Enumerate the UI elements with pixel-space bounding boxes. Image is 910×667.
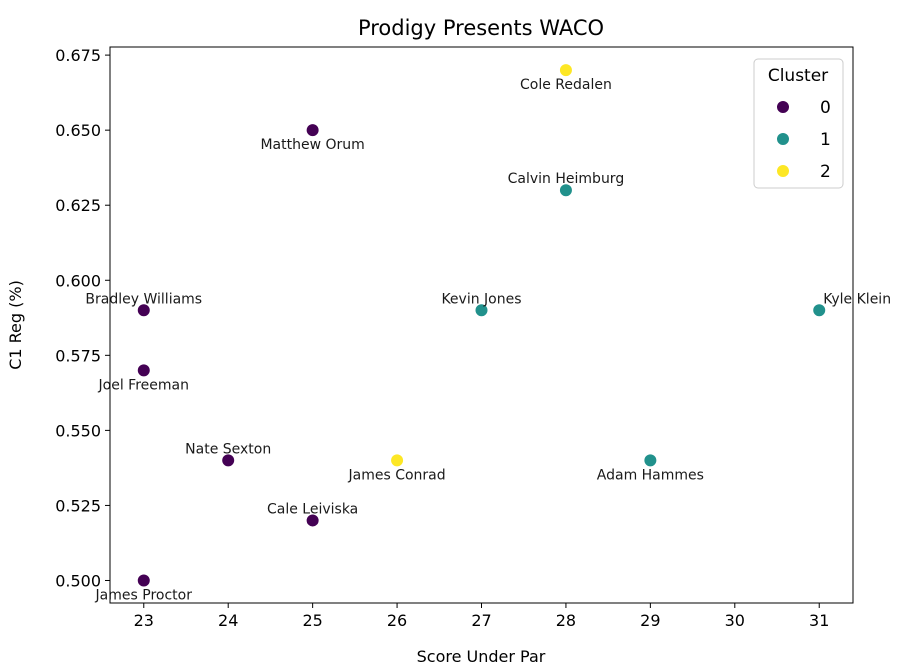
x-tick-label: 23 (134, 611, 154, 630)
y-tick-label: 0.650 (55, 121, 101, 140)
x-tick-label: 26 (387, 611, 407, 630)
data-point (558, 63, 573, 78)
data-point (136, 573, 151, 588)
point-label: Adam Hammes (597, 467, 704, 483)
plot-frame (109, 46, 854, 604)
data-point (305, 123, 320, 138)
data-point (136, 303, 151, 318)
point-label: Kevin Jones (441, 291, 521, 307)
y-tick-label: 0.500 (55, 571, 101, 590)
legend-title: Cluster (768, 66, 828, 86)
point-label: Cole Redalen (520, 77, 612, 93)
data-point (558, 183, 573, 198)
data-point (305, 513, 320, 528)
axis-ticks: 23 24 25 26 27 28 29 30 31 0.500 0.525 0.550 0.575 0.… (55, 46, 829, 630)
x-tick-label: 25 (302, 611, 322, 630)
x-tick-label: 29 (640, 611, 660, 630)
y-tick-label: 0.600 (55, 271, 101, 290)
legend: Cluster 0 1 2 (753, 58, 844, 189)
point-labels: Cole Redalen Matthew Orum Calvin Heimburg B… (85, 77, 891, 603)
data-points (136, 63, 827, 588)
chart-title: Prodigy Presents WACO (358, 16, 604, 40)
point-label: Nate Sexton (185, 441, 271, 457)
point-label: Bradley Williams (85, 291, 202, 307)
x-tick-label: 30 (725, 611, 745, 630)
legend-marker (776, 164, 790, 178)
y-tick-label: 0.575 (55, 346, 101, 365)
data-point (643, 453, 658, 468)
x-axis-title: Score Under Par (417, 647, 546, 666)
legend-label: 1 (820, 130, 831, 150)
legend-marker (776, 132, 790, 146)
data-point (474, 303, 489, 318)
data-point (136, 363, 151, 378)
point-label: Cale Leiviska (267, 501, 358, 517)
y-tick-label: 0.550 (55, 421, 101, 440)
point-label: Calvin Heimburg (508, 171, 625, 187)
y-tick-label: 0.525 (55, 496, 101, 515)
x-tick-label: 28 (556, 611, 576, 630)
x-tick-label: 27 (471, 611, 491, 630)
x-tick-label: 31 (809, 611, 829, 630)
point-label: Kyle Klein (823, 291, 891, 307)
point-label: Joel Freeman (98, 377, 189, 393)
y-tick-label: 0.675 (55, 46, 101, 65)
legend-label: 0 (820, 98, 831, 118)
legend-label: 2 (820, 162, 831, 182)
y-tick-label: 0.625 (55, 196, 101, 215)
x-tick-label: 24 (218, 611, 238, 630)
data-point (221, 453, 236, 468)
data-point (812, 303, 827, 318)
legend-box (753, 58, 844, 189)
y-axis-title: C1 Reg (%) (6, 280, 25, 370)
point-label: James Proctor (95, 587, 193, 603)
data-point (390, 453, 405, 468)
point-label: James Conrad (347, 467, 445, 483)
legend-marker (776, 100, 790, 114)
point-label: Matthew Orum (260, 137, 364, 153)
